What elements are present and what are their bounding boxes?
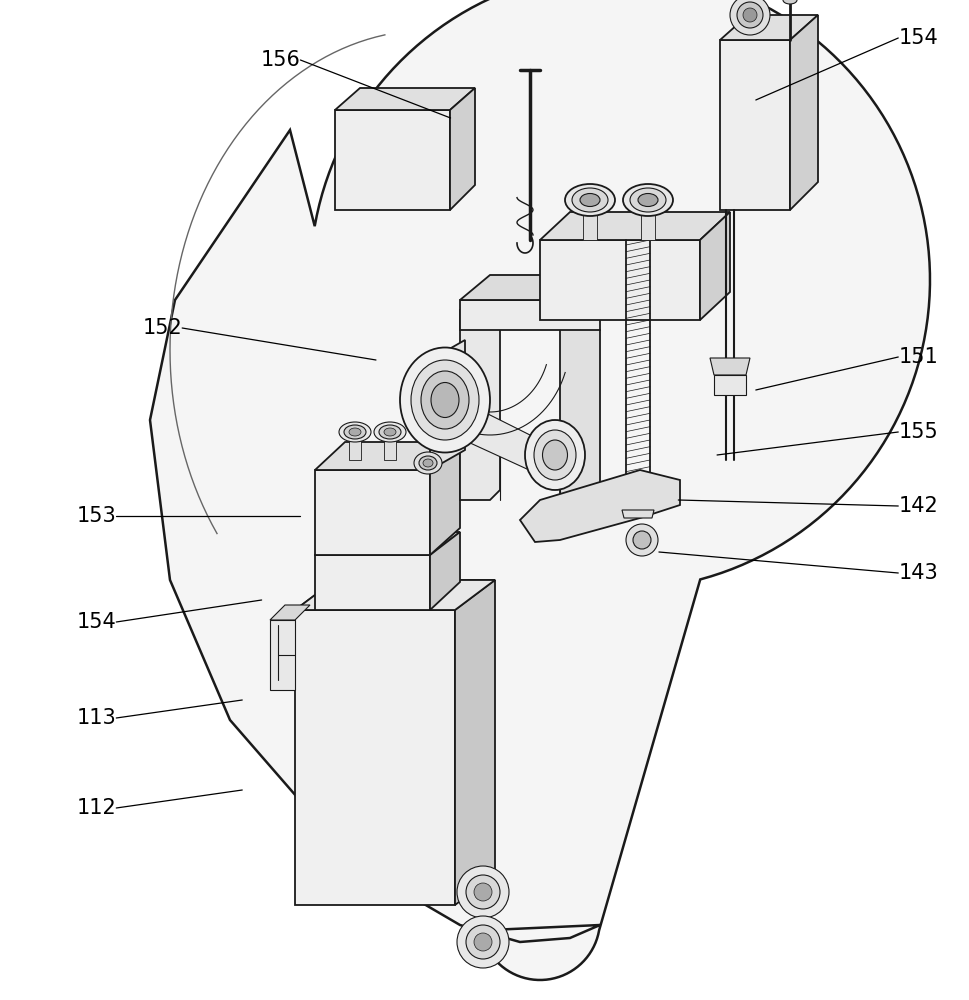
Polygon shape bbox=[315, 532, 460, 555]
Ellipse shape bbox=[339, 422, 371, 442]
Polygon shape bbox=[720, 40, 790, 210]
Circle shape bbox=[737, 2, 763, 28]
Polygon shape bbox=[520, 470, 680, 542]
Polygon shape bbox=[335, 110, 450, 210]
Text: 113: 113 bbox=[77, 708, 116, 728]
Polygon shape bbox=[460, 310, 500, 500]
Ellipse shape bbox=[525, 420, 585, 490]
Ellipse shape bbox=[543, 440, 568, 470]
Ellipse shape bbox=[349, 428, 361, 436]
Polygon shape bbox=[540, 212, 730, 240]
Ellipse shape bbox=[630, 188, 666, 212]
Polygon shape bbox=[583, 198, 597, 240]
Text: 155: 155 bbox=[898, 422, 938, 442]
Ellipse shape bbox=[384, 428, 396, 436]
Ellipse shape bbox=[783, 0, 797, 4]
Circle shape bbox=[474, 883, 492, 901]
Text: 143: 143 bbox=[898, 563, 938, 583]
Polygon shape bbox=[315, 442, 460, 470]
Polygon shape bbox=[335, 88, 475, 110]
Text: 154: 154 bbox=[898, 28, 938, 48]
Polygon shape bbox=[295, 610, 455, 905]
Polygon shape bbox=[150, 0, 930, 980]
Polygon shape bbox=[560, 320, 600, 500]
Polygon shape bbox=[710, 358, 750, 375]
Ellipse shape bbox=[534, 430, 576, 480]
Polygon shape bbox=[622, 510, 654, 518]
Polygon shape bbox=[790, 15, 818, 210]
Polygon shape bbox=[641, 198, 655, 240]
Ellipse shape bbox=[344, 425, 366, 439]
Ellipse shape bbox=[638, 194, 658, 207]
Polygon shape bbox=[430, 442, 460, 555]
Polygon shape bbox=[270, 605, 310, 620]
Polygon shape bbox=[349, 430, 361, 460]
Ellipse shape bbox=[572, 188, 608, 212]
Polygon shape bbox=[450, 88, 475, 210]
Polygon shape bbox=[460, 300, 600, 330]
Polygon shape bbox=[720, 15, 818, 40]
Ellipse shape bbox=[414, 452, 442, 474]
Ellipse shape bbox=[565, 184, 615, 216]
Polygon shape bbox=[430, 532, 460, 610]
Polygon shape bbox=[420, 380, 540, 475]
Circle shape bbox=[626, 524, 658, 556]
Polygon shape bbox=[700, 212, 730, 320]
Polygon shape bbox=[315, 555, 430, 610]
Circle shape bbox=[474, 933, 492, 951]
Polygon shape bbox=[540, 240, 700, 320]
Ellipse shape bbox=[411, 360, 479, 440]
Text: 142: 142 bbox=[898, 496, 938, 516]
Text: 156: 156 bbox=[261, 50, 300, 70]
Ellipse shape bbox=[431, 382, 459, 418]
Ellipse shape bbox=[374, 422, 406, 442]
Text: 151: 151 bbox=[898, 347, 938, 367]
Polygon shape bbox=[384, 430, 396, 460]
Polygon shape bbox=[455, 580, 495, 905]
Polygon shape bbox=[270, 620, 295, 690]
Text: 112: 112 bbox=[77, 798, 116, 818]
Text: 154: 154 bbox=[77, 612, 116, 632]
Circle shape bbox=[730, 0, 770, 35]
Circle shape bbox=[466, 925, 500, 959]
Ellipse shape bbox=[379, 425, 401, 439]
Ellipse shape bbox=[400, 348, 490, 452]
Polygon shape bbox=[315, 470, 430, 555]
Text: 152: 152 bbox=[142, 318, 182, 338]
Ellipse shape bbox=[421, 371, 469, 429]
Circle shape bbox=[457, 916, 509, 968]
Polygon shape bbox=[460, 275, 630, 300]
Polygon shape bbox=[714, 375, 746, 395]
Circle shape bbox=[633, 531, 651, 549]
Text: 153: 153 bbox=[77, 506, 116, 526]
Polygon shape bbox=[295, 580, 495, 610]
Circle shape bbox=[743, 8, 757, 22]
Ellipse shape bbox=[623, 184, 673, 216]
Polygon shape bbox=[430, 340, 465, 470]
Ellipse shape bbox=[419, 456, 437, 470]
Polygon shape bbox=[295, 580, 495, 610]
Circle shape bbox=[466, 875, 500, 909]
Ellipse shape bbox=[580, 194, 600, 207]
Ellipse shape bbox=[423, 459, 433, 467]
Circle shape bbox=[457, 866, 509, 918]
